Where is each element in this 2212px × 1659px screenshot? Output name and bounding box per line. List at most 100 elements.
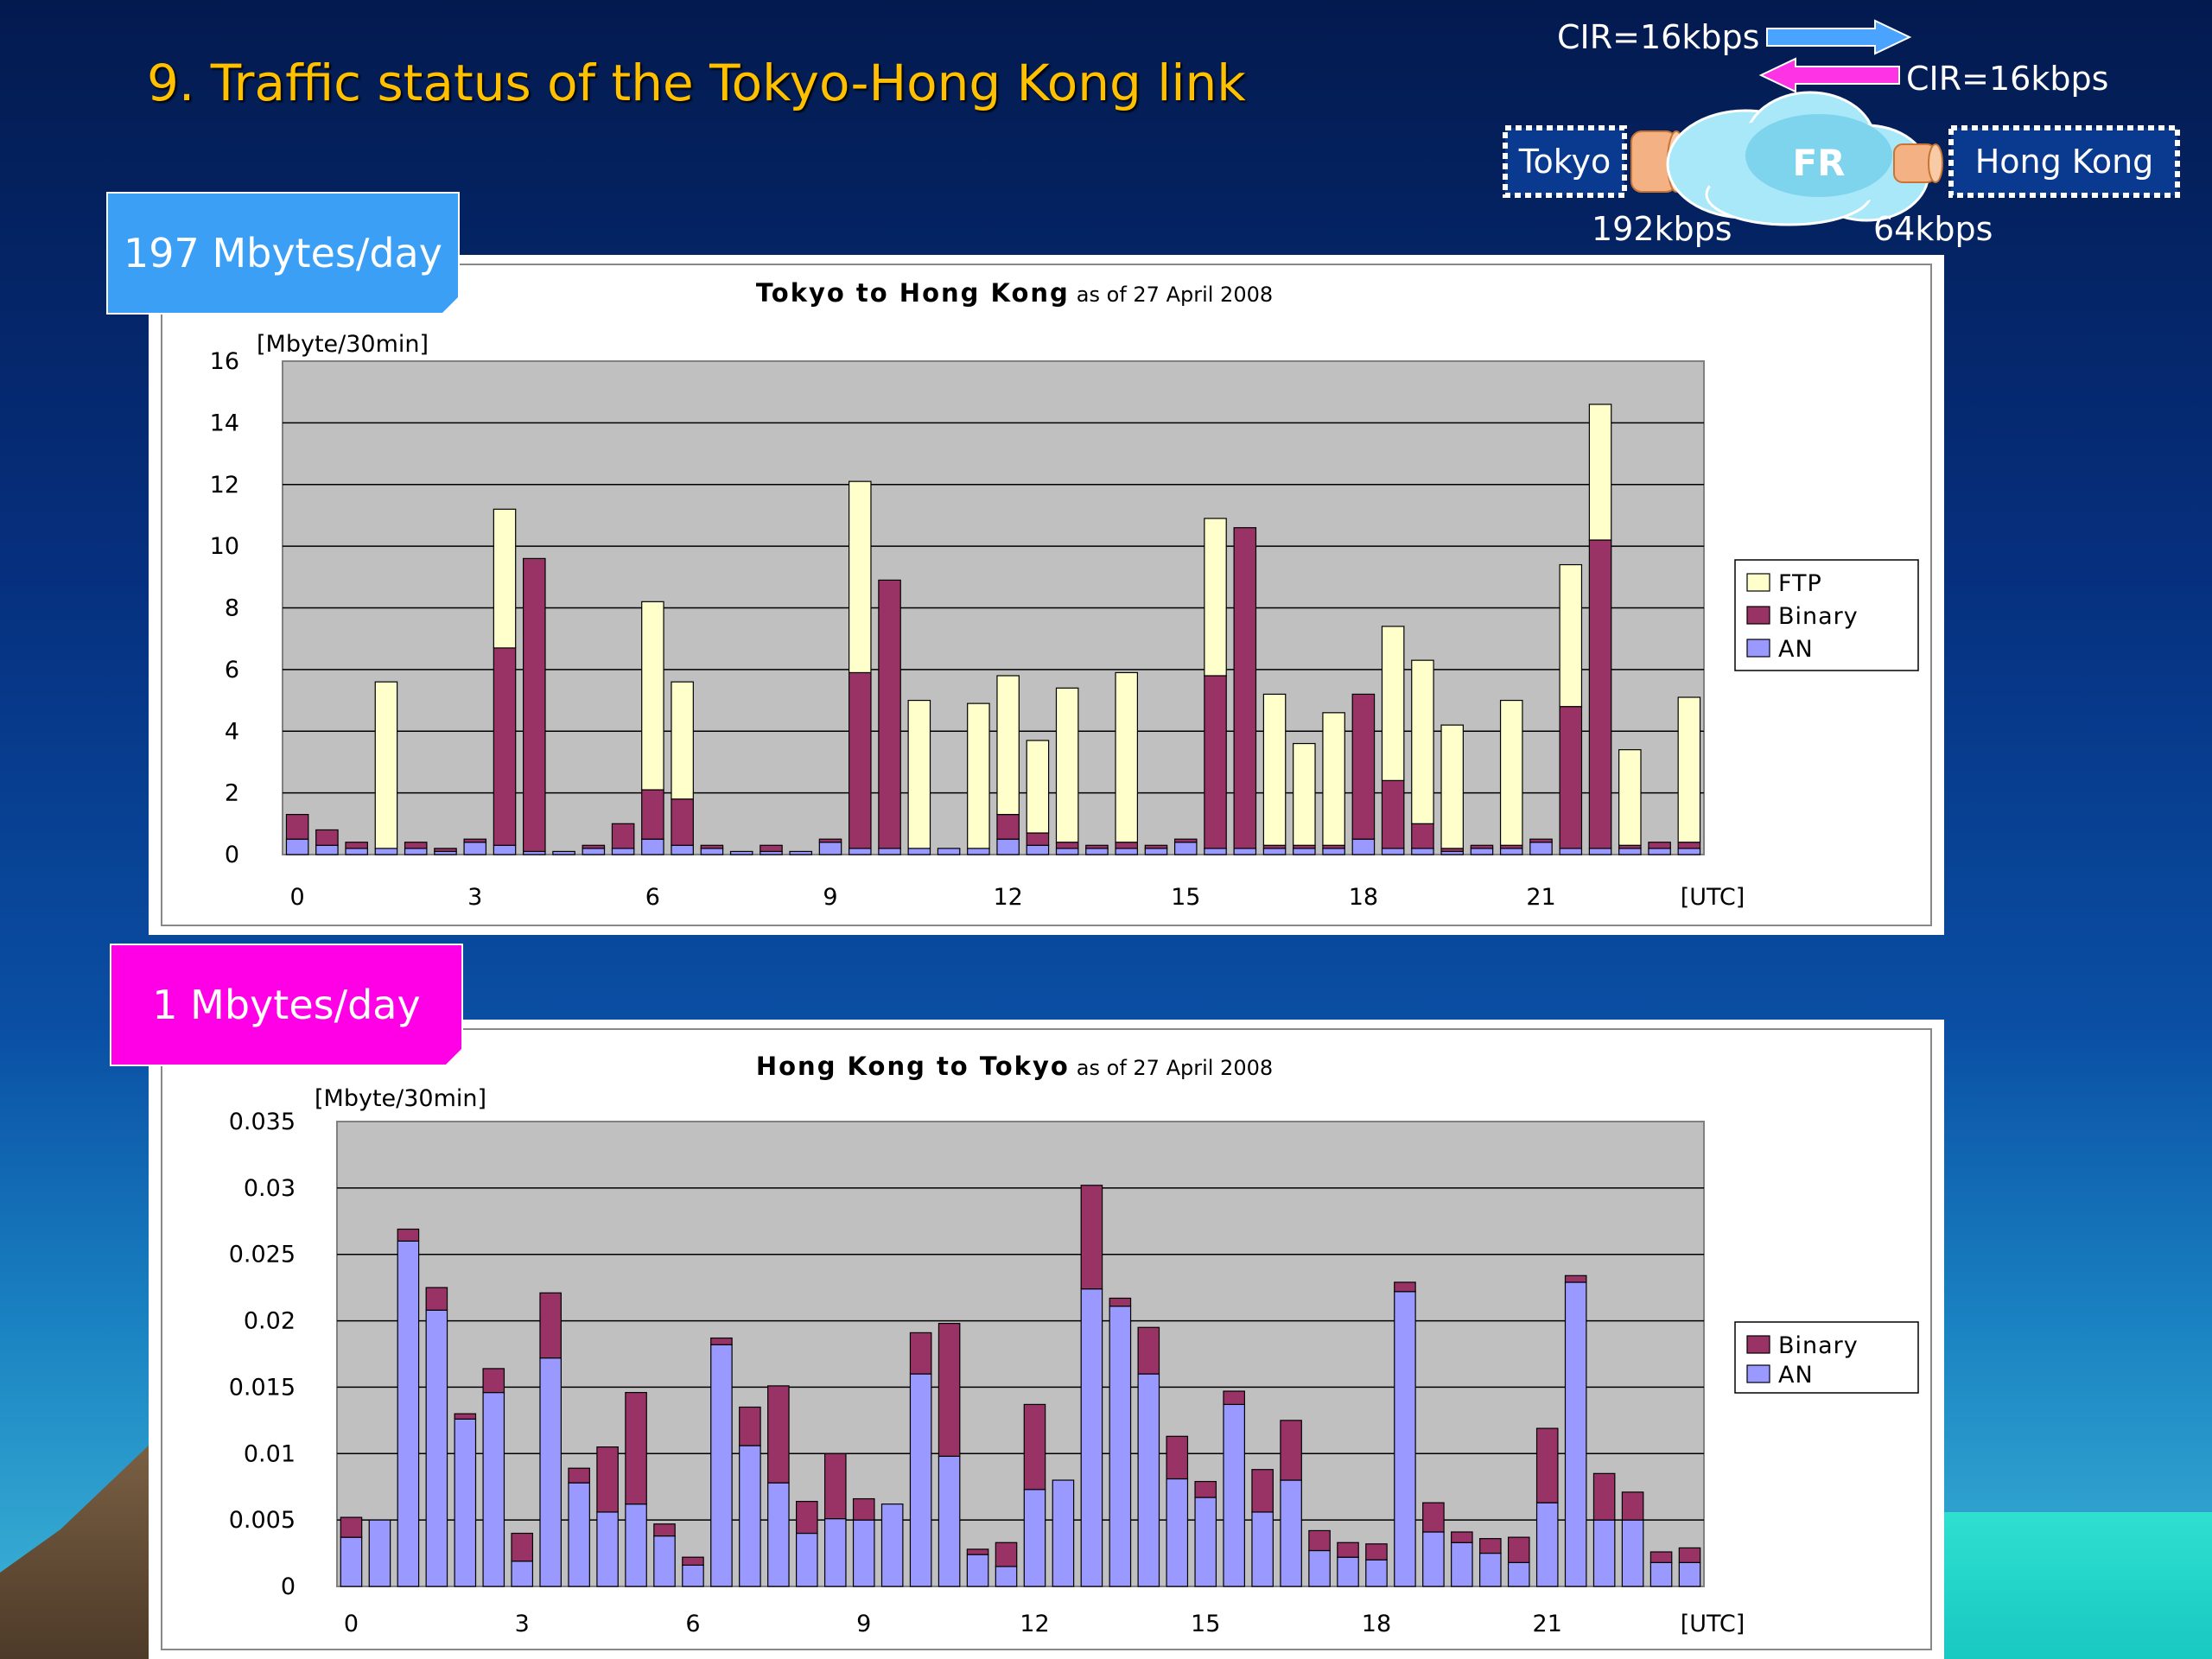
bar-ftp (671, 681, 694, 800)
bar-an (1499, 848, 1523, 855)
bar-an (1365, 1559, 1388, 1587)
bar-an (880, 1503, 904, 1587)
bar-an (966, 1554, 989, 1587)
bar-ftp (1411, 659, 1434, 824)
bar-binary (397, 1228, 420, 1242)
bar-ftp (1381, 626, 1405, 781)
bar-an (767, 1482, 790, 1587)
bar-binary (1109, 1297, 1132, 1307)
x-tick-label: 12 (1020, 1611, 1049, 1637)
bar-an (374, 848, 398, 855)
bottom-volume-label: 1 Mbytes/day (110, 944, 463, 1066)
bar-an (1381, 848, 1405, 855)
bar-an (397, 1240, 420, 1587)
bar-ftp (374, 681, 398, 849)
bar-binary (682, 1556, 704, 1567)
x-tick-label: 6 (685, 1611, 700, 1637)
bar-an (653, 1535, 676, 1587)
bar-binary (454, 1413, 477, 1420)
bar-an (739, 1445, 761, 1587)
bar-an (849, 848, 872, 855)
bar-an (493, 844, 517, 855)
y-tick-label: 0.005 (229, 1507, 296, 1534)
bar-an (1137, 1373, 1160, 1587)
bar-binary (493, 647, 517, 846)
bar-binary (1251, 1469, 1274, 1513)
bar-binary (434, 848, 457, 853)
bar-binary (909, 1332, 932, 1375)
bar-an (1280, 1479, 1302, 1587)
bar-binary (1529, 838, 1553, 843)
y-tick-label: 0 (225, 842, 239, 868)
legend-swatch-ftp (1746, 573, 1770, 592)
bar-ftp (1115, 671, 1138, 843)
bar-ftp (1293, 742, 1316, 846)
bar-ftp (1026, 740, 1050, 834)
legend-label-binary: Binary (1778, 603, 1859, 630)
bar-an (937, 848, 961, 855)
bar-binary (1115, 842, 1138, 849)
bar-an (1023, 1489, 1046, 1587)
x-tick-label: 12 (993, 884, 1022, 911)
bar-an (582, 848, 606, 855)
bar-an (996, 838, 1020, 855)
bar-ftp (907, 699, 931, 849)
speed-left-label: 192kbps (1592, 210, 1732, 248)
bar-an (1470, 848, 1494, 855)
bar-binary (823, 1452, 847, 1520)
bar-an (568, 1482, 590, 1587)
bar-binary (404, 842, 428, 849)
bar-binary (700, 844, 724, 849)
bar-binary (1451, 1531, 1473, 1543)
bar-an (1621, 1519, 1644, 1587)
bar-binary (653, 1523, 676, 1537)
plot-area (336, 1121, 1705, 1587)
y-tick-label: 0.02 (244, 1308, 296, 1335)
cir-forward-arrow (1766, 19, 1912, 55)
y-tick-label: 0.015 (229, 1374, 296, 1401)
bar-an (1173, 842, 1198, 855)
bar-an (852, 1519, 875, 1587)
bar-an (789, 850, 813, 855)
bar-an (1204, 848, 1227, 855)
bar-an (425, 1309, 448, 1587)
bar-an (1592, 1519, 1616, 1587)
y-tick-label: 10 (210, 533, 239, 560)
bar-binary (1677, 842, 1701, 849)
bar-an (1479, 1552, 1502, 1587)
bar-an (1451, 1541, 1473, 1587)
bar-an (909, 1373, 932, 1587)
bar-binary (1381, 779, 1405, 849)
legend-label-ftp: FTP (1778, 570, 1822, 597)
bar-an (823, 1518, 847, 1587)
bar-binary (1588, 539, 1612, 849)
bar-an (710, 1344, 733, 1587)
y-tick-label: 0.03 (244, 1175, 296, 1202)
x-tick-label: 9 (856, 1611, 871, 1637)
bar-an (1080, 1288, 1103, 1587)
bar-binary (1023, 1403, 1046, 1491)
bar-binary (523, 557, 546, 853)
bar-ftp (1588, 404, 1612, 541)
bar-binary (611, 823, 635, 849)
bar-an (700, 848, 724, 855)
bar-an (1351, 838, 1376, 855)
bar-an (1337, 1556, 1359, 1587)
y-axis-label: [Mbyte/30min] (315, 1085, 486, 1112)
bar-binary (568, 1467, 590, 1484)
bar-binary (852, 1497, 875, 1521)
bar-an (729, 850, 753, 855)
bar-an (1109, 1306, 1132, 1587)
bar-binary (1365, 1543, 1388, 1560)
bar-ftp (996, 675, 1020, 816)
bar-binary (1055, 842, 1079, 849)
bar-binary (710, 1337, 733, 1345)
bar-binary (1559, 706, 1583, 849)
bar-an (1194, 1497, 1217, 1587)
bar-an (1677, 848, 1701, 855)
top-volume-label: 197 Mbytes/day (106, 192, 460, 315)
bar-binary (1137, 1326, 1160, 1375)
bar-ftp (1055, 687, 1079, 843)
bar-an (1293, 848, 1316, 855)
bar-an (938, 1455, 961, 1587)
